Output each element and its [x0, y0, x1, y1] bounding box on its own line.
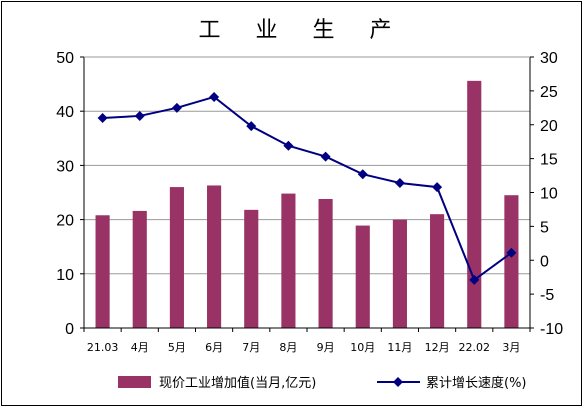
y-left-tick-label: 40	[56, 104, 74, 121]
line-point	[246, 121, 257, 132]
y-left-tick-label: 10	[56, 267, 74, 284]
bar	[467, 80, 482, 329]
legend-swatch-bar	[118, 376, 151, 388]
line-point	[506, 247, 517, 258]
line-point	[283, 140, 294, 151]
x-tick-label: 4月	[131, 341, 149, 354]
x-tick-label: 9月	[317, 341, 335, 354]
bar	[355, 225, 370, 328]
y-right-tick-label: 0	[540, 253, 549, 270]
line-point	[357, 169, 368, 180]
series-line	[102, 95, 513, 282]
line-point	[134, 110, 145, 121]
tick-labels: 0 10 20 30 40 50 -10 -5 0 5 10 15 20 25 30 21.03 4月 5月 6月 7…	[56, 50, 563, 354]
line-point	[97, 112, 108, 123]
x-tick-label: 8月	[279, 341, 297, 354]
y-right-tick-label: 5	[540, 219, 549, 236]
y-left-tick-label: 30	[56, 158, 74, 175]
y-right-tick-label: 25	[540, 84, 558, 101]
line-series	[97, 91, 517, 285]
bar	[95, 215, 110, 328]
bar	[430, 214, 445, 328]
y-right-tick-label: 10	[540, 186, 558, 203]
line-point	[469, 274, 480, 285]
legend-marker	[393, 377, 403, 387]
bar	[132, 210, 147, 328]
legend-label-line: 累计增长速度(%)	[426, 375, 527, 391]
line-point	[209, 91, 220, 102]
y-right-tick-label: 15	[540, 152, 558, 169]
y-left-tick-label: 50	[56, 50, 74, 67]
axes	[80, 56, 534, 332]
x-tick-label: 3月	[502, 341, 520, 354]
y-right-tick-label: 30	[540, 50, 558, 67]
legend: 现价工业增加值(当月,亿元) 累计增长速度(%)	[118, 375, 527, 391]
bar-series	[95, 80, 519, 329]
bar	[318, 199, 333, 328]
bar	[207, 185, 222, 328]
x-tick-label: 12月	[425, 341, 450, 354]
line-point	[394, 178, 405, 189]
x-tick-label: 11月	[387, 341, 412, 354]
x-tick-label: 10月	[350, 341, 375, 354]
y-right-tick-label: -5	[540, 287, 554, 304]
x-tick-label: 6月	[205, 341, 223, 354]
x-tick-label: 21.03	[87, 341, 119, 354]
y-left-tick-label: 0	[65, 321, 74, 338]
line-point	[432, 182, 443, 193]
chart-title: 工 业 生 产	[199, 18, 406, 43]
bar	[392, 219, 407, 328]
bar	[244, 209, 259, 328]
x-tick-label: 7月	[242, 341, 260, 354]
x-tick-label: 22.02	[459, 341, 491, 354]
bar	[169, 187, 184, 328]
grid-lines	[84, 56, 530, 329]
y-right-tick-label: 20	[540, 118, 558, 135]
bar	[504, 195, 519, 328]
line-point	[171, 102, 182, 113]
bar	[281, 193, 296, 328]
y-left-tick-label: 20	[56, 213, 74, 230]
line-point	[320, 151, 331, 162]
legend-label-bar: 现价工业增加值(当月,亿元)	[159, 375, 316, 391]
y-right-tick-label: -10	[540, 321, 563, 338]
x-tick-label: 5月	[168, 341, 186, 354]
